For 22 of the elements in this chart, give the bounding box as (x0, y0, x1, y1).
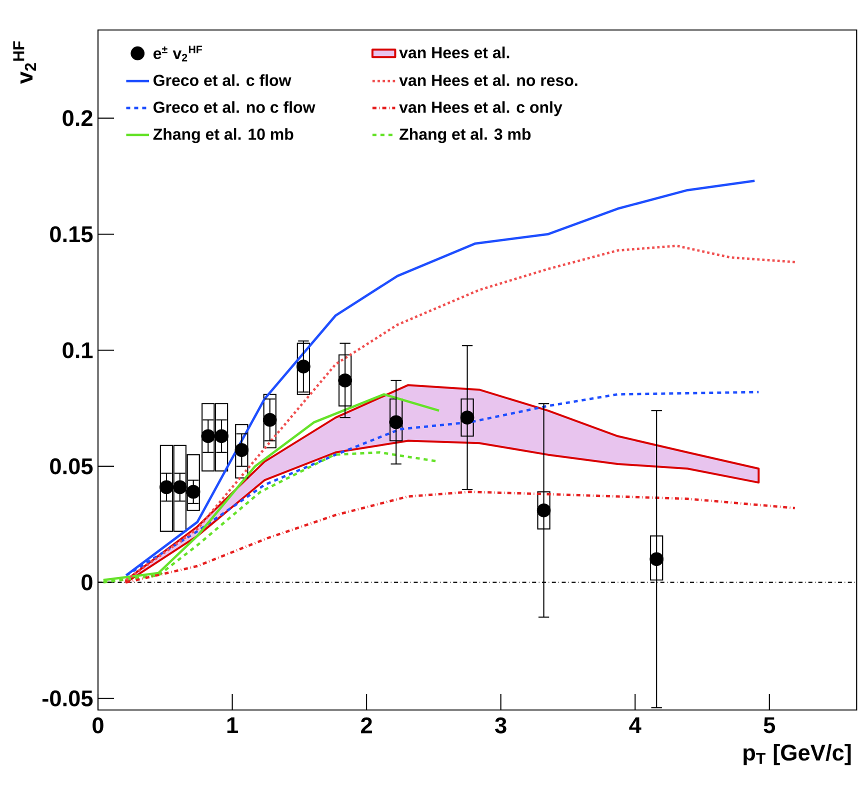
y-tick-label: -0.05 (42, 690, 93, 706)
y-tick-label: 0.05 (50, 458, 93, 474)
legend-label: Zhang et al. 10 mb (153, 128, 294, 144)
y-tick-label: 0.15 (50, 226, 93, 242)
legend-label: Zhang et al. 3 mb (400, 128, 531, 144)
x-tick-label: 2 (361, 717, 372, 734)
legend-label: van Hees et al. no reso. (399, 74, 578, 86)
y-tick-label: 0.2 (62, 110, 92, 126)
y-axis-title: v$_{2}$HF (13, 41, 36, 84)
x-tick-label: 1 (227, 717, 238, 733)
x-tick-label: 4 (629, 717, 642, 733)
legend-label: van Hees et al. (399, 46, 510, 58)
x-tick-label: 5 (764, 717, 776, 734)
y-tick-label: 0 (82, 574, 92, 590)
y-tick-label: 0.1 (62, 342, 93, 358)
legend-label: e$^{±}$ v$_{2}$HF (153, 46, 202, 62)
legend-label: Greco et al. no c flow (154, 101, 316, 113)
x-tick-label: 0 (92, 717, 104, 734)
x-tick-label: 3 (495, 717, 506, 734)
x-axis-title: p$_{T}$ [GeV/c] (744, 744, 851, 766)
legend-label: van Hees et al. c only (399, 101, 562, 116)
legend-label: Greco et al. c flow (154, 74, 292, 86)
